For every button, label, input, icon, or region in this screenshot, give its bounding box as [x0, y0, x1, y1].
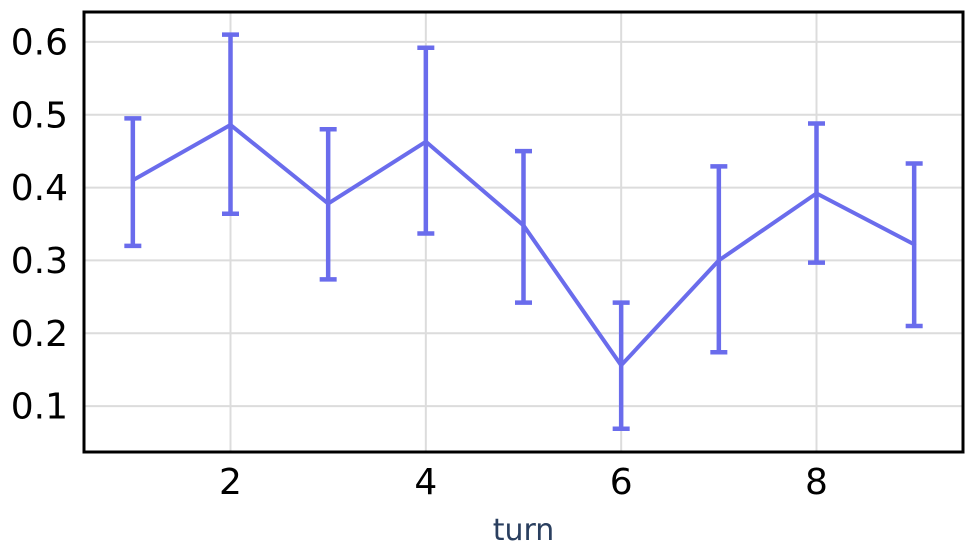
x-tick-label: 2: [219, 462, 242, 503]
x-tick-label: 4: [414, 462, 437, 503]
plot-frame: [82, 10, 965, 454]
data-line: [130, 122, 917, 368]
y-tick-label: 0.5: [11, 95, 68, 136]
x-tick-label: 8: [805, 462, 828, 503]
y-tick-label: 0.3: [11, 241, 68, 282]
y-tick-label: 0.2: [11, 314, 68, 355]
x-tick-label: 6: [610, 462, 633, 503]
y-tick-label: 0.6: [11, 22, 68, 63]
y-tick-label: 0.4: [11, 168, 68, 209]
y-tick-label: 0.1: [11, 387, 68, 428]
x-axis-title: turn: [493, 513, 555, 548]
